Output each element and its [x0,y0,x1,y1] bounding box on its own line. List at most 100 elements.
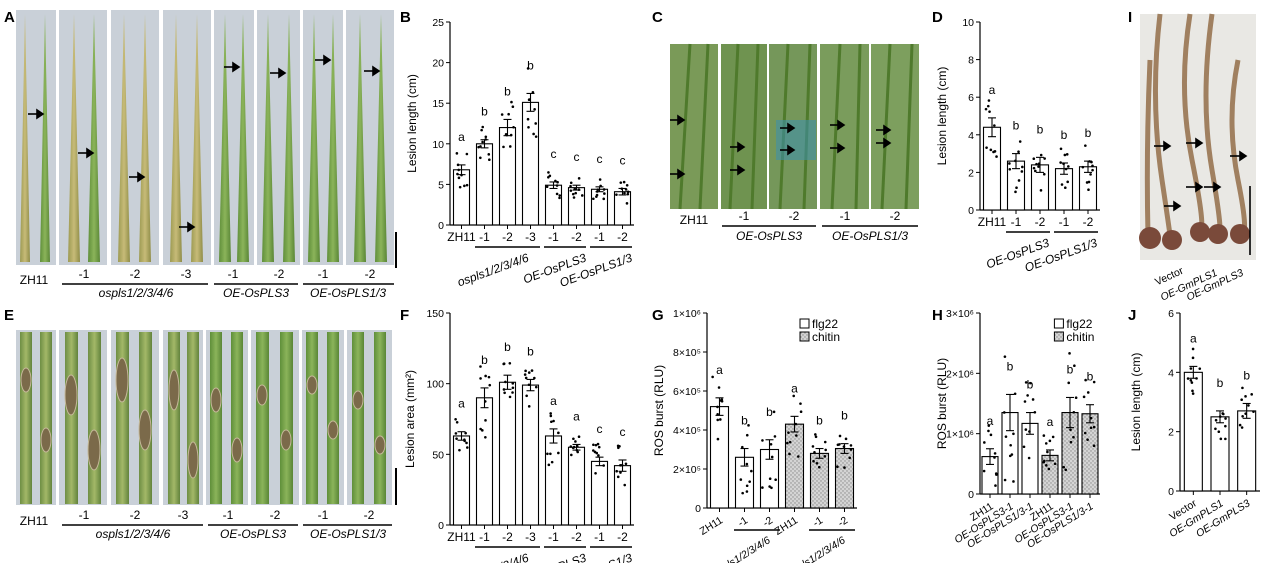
data-point [823,440,827,444]
genotype-label: -1 [739,209,750,223]
panel-label-f: F [400,307,409,324]
data-point [603,192,606,195]
lesion [64,374,78,416]
data-point [511,391,514,394]
panel-label-b: B [400,9,411,26]
data-point [993,124,996,127]
data-point [571,192,575,196]
data-point [570,453,573,457]
data-point [626,190,630,194]
arrow-icon [883,124,892,136]
data-point [716,437,720,441]
leaf [191,14,203,262]
y-tick-label: 0 [968,489,974,501]
data-point [619,471,622,474]
data-point [596,442,600,446]
photo-background [820,44,869,209]
data-point [1067,165,1070,168]
data-point [745,433,749,437]
data-point [527,125,530,129]
data-point [750,469,753,473]
significance-letter: b [1027,378,1034,392]
data-point [1086,438,1089,441]
data-point [1042,172,1046,176]
data-point [1089,426,1093,430]
bar [709,406,730,509]
data-point [530,369,534,372]
genotype-label: ZH11 [20,273,49,287]
arrow-icon [372,65,381,77]
data-point [602,197,606,201]
data-point [989,433,993,437]
data-point [1072,435,1075,439]
x-tick-label: -2 [502,530,513,544]
data-point [838,434,842,438]
lesions [20,357,386,479]
data-point [741,491,744,495]
data-point [1048,439,1052,443]
data-point [983,441,986,444]
data-point [770,455,774,459]
arrow-icon [137,171,146,183]
data-point [716,418,720,422]
data-point [534,135,538,138]
y-tick-label: 1×10⁶ [673,308,701,320]
data-point [1013,392,1017,396]
significance-letter: b [1067,362,1074,376]
data-point [488,158,491,161]
group-label: OE-OsPLS3 [521,551,588,563]
data-point [989,148,993,152]
data-point [527,371,531,374]
bar [613,191,632,226]
leaf [327,332,339,504]
data-point [1017,179,1021,182]
data-point [1191,389,1194,393]
data-point [1003,355,1007,358]
data-point [1186,377,1190,380]
data-point [1069,440,1073,444]
arrow-icon [1195,181,1204,193]
data-point [465,441,468,445]
group-label: OE-OsPLS3 [223,286,289,300]
genotype-label: -1 [223,508,234,522]
significance-letter: b [481,105,488,119]
significance-letter: a [458,130,465,144]
data-point [458,185,462,189]
lesion [306,375,318,395]
legend-label: flg22 [1066,317,1092,331]
significance-letter: b [1217,376,1224,390]
data-point [761,439,764,442]
leaf [68,14,80,262]
data-point [1083,431,1087,435]
chart-b-lesion-length: 0 5 10 15 20 25 Lesion length (cm) a ZH11 b -1 b -2 b… [405,17,634,290]
data-point [772,410,776,414]
significance-letter: a [573,409,580,423]
leaf [354,14,366,262]
x-tick-label: -2 [1083,215,1094,229]
data-point [454,432,458,435]
y-tick-label: 6×10⁵ [673,386,701,398]
x-tick-label: -2 [617,530,628,544]
data-point [1042,460,1046,464]
data-point [1191,356,1195,360]
data-point [748,480,751,483]
data-point [504,132,508,136]
data-point [602,188,606,191]
data-point [503,391,506,395]
leaf [65,332,78,504]
data-point [465,152,469,156]
data-point [625,202,629,205]
data-point [574,440,577,443]
lesion [352,390,364,410]
root [1144,59,1153,237]
data-point [994,484,997,487]
data-point [626,192,630,196]
data-point [1063,153,1067,157]
data-point [457,168,460,172]
data-point [761,486,764,489]
y-tick-label: 8 [968,55,974,67]
data-point [788,452,791,456]
arrow-icon [1173,200,1182,212]
arrow-icon [1213,181,1222,193]
significance-letter: c [574,150,580,164]
